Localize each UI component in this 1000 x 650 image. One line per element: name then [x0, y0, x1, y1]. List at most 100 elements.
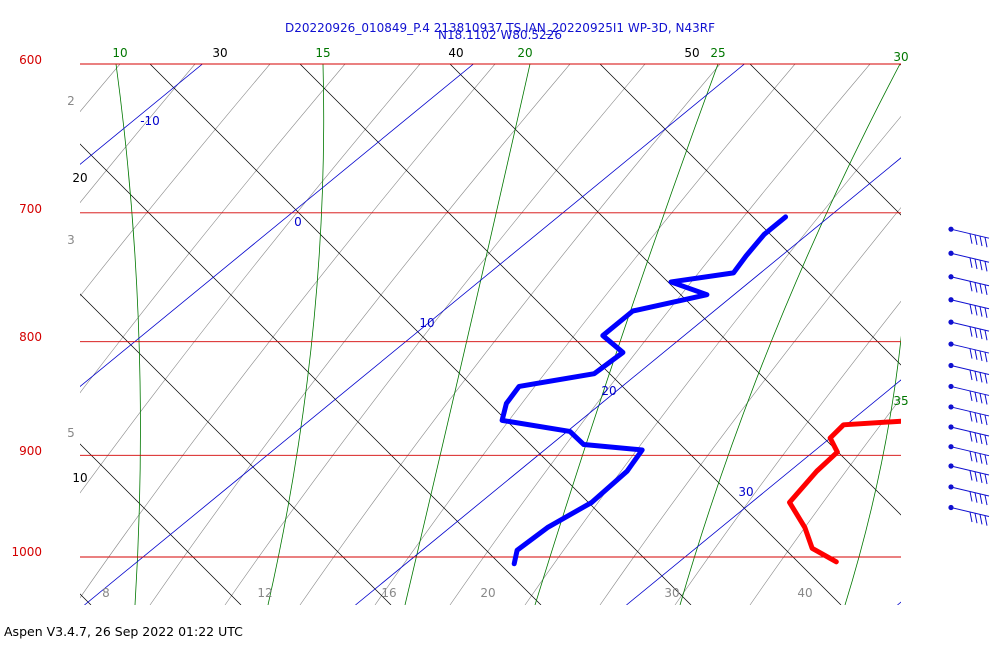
- wind-barb-flag: [984, 435, 988, 446]
- moist-adiabat-line: [149, 64, 571, 605]
- moist-adiabat-label: 3: [67, 233, 75, 247]
- dry-adiabat-label: 40: [448, 46, 463, 60]
- wind-barb-flag: [979, 328, 983, 340]
- wind-barb-flag: [969, 431, 973, 442]
- moist-adiabat-line: [80, 64, 496, 599]
- mixing-ratio-label: 35: [893, 394, 908, 408]
- dry-adiabat-line: [80, 443, 242, 605]
- wind-barb-flag: [974, 432, 978, 443]
- mixing-ratio-label: 30: [893, 50, 908, 64]
- dry-adiabat-line: [80, 293, 392, 605]
- wind-barb-flag: [979, 453, 983, 464]
- isotherm-line: [626, 379, 901, 605]
- wind-barb-flag: [979, 433, 983, 445]
- dry-adiabat-line: [149, 64, 692, 605]
- wind-barb-flag: [969, 390, 973, 402]
- wind-barb-flag: [969, 257, 973, 268]
- temperature-profile: [787, 418, 901, 565]
- moist-adiabat-line: [80, 64, 421, 494]
- isotherm-label: 30: [738, 485, 753, 499]
- wind-barb-flag: [984, 307, 988, 318]
- mixing-ratio-label: 20: [517, 46, 532, 60]
- wind-barb-flag: [974, 282, 978, 293]
- mixing-ratio-label: 15: [315, 46, 330, 60]
- wind-barb-flag: [979, 493, 983, 504]
- wind-barb-flag: [979, 306, 983, 317]
- dewpoint-profile: [499, 214, 789, 567]
- bottom-label: 20: [480, 586, 495, 600]
- dry-adiabat-line: [599, 64, 901, 366]
- footer-version: Aspen V3.4.7, 26 Sep 2022 01:22 UTC: [4, 624, 243, 639]
- moist-adiabat-line: [299, 64, 721, 605]
- bottom-label: 12: [257, 586, 272, 600]
- dry-adiabat-line: [899, 64, 901, 66]
- wind-barb-flag: [979, 235, 983, 247]
- wind-barb-flag: [984, 473, 988, 485]
- wind-barb-flag: [974, 234, 978, 245]
- wind-barb-flag: [974, 371, 978, 382]
- wind-barb-flag: [974, 412, 978, 423]
- moist-adiabat-label: 2: [67, 94, 75, 108]
- wind-barb-flag: [984, 373, 988, 384]
- pressure-label: 900: [19, 444, 42, 458]
- wind-barb-flag: [979, 260, 983, 271]
- isotherm-label: 0: [294, 215, 302, 229]
- dry-adiabat-lines: [80, 64, 901, 605]
- wind-barb-column: [948, 226, 990, 526]
- moist-adiabat-line: [449, 64, 871, 605]
- mixing-ratio-label: 25: [710, 46, 725, 60]
- moist-adiabat-lines: [80, 64, 901, 605]
- moist-adiabat-line: [80, 64, 121, 113]
- wind-barb-flag: [969, 451, 973, 462]
- wind-barb-flag: [984, 494, 988, 506]
- isotherm-line: [355, 157, 901, 605]
- pressure-label: 800: [19, 330, 42, 344]
- moist-adiabat-line: [599, 207, 901, 605]
- sounding-profiles: [499, 214, 901, 567]
- wind-barb-flag: [984, 515, 988, 526]
- wind-barb-flag: [969, 233, 973, 244]
- isotherm-line: [897, 601, 901, 605]
- wind-barb-dot: [948, 250, 954, 256]
- mixing-ratio-line: [679, 64, 901, 605]
- moist-adiabat-line: [674, 300, 901, 605]
- wind-barb-flag: [984, 261, 988, 272]
- dry-adiabat-label: 20: [72, 171, 87, 185]
- moist-adiabat-line: [749, 397, 901, 605]
- chart-title: D20220926_010849_P.4 213810937 TS IAN_20…: [285, 21, 715, 35]
- wind-barb-flag: [984, 454, 988, 465]
- chart-subtitle: N18.1102 W80.5226: [438, 28, 562, 42]
- wind-barb-flag: [974, 452, 978, 463]
- mixing-ratio-line: [115, 64, 141, 605]
- bottom-label: 8: [102, 586, 110, 600]
- wind-barb-flag: [979, 472, 983, 483]
- wind-barb-flag: [969, 348, 973, 359]
- bottom-label: 40: [797, 586, 812, 600]
- wind-barb-flag: [984, 237, 988, 248]
- wind-barb-flag: [974, 471, 978, 482]
- wind-barb-flag: [979, 283, 983, 294]
- wind-barb-flag: [984, 352, 988, 363]
- wind-barb-flag: [969, 411, 973, 422]
- wind-barb-flag: [974, 492, 978, 503]
- dry-adiabat-label: 30: [212, 46, 227, 60]
- pressure-label: 600: [19, 53, 42, 67]
- wind-barb-flag: [974, 513, 978, 524]
- wind-barb-flag: [979, 372, 983, 383]
- moist-adiabat-line: [224, 64, 646, 605]
- wind-barb-flag: [979, 413, 983, 424]
- mixing-ratio-line: [267, 64, 325, 605]
- wind-barb-dot: [948, 226, 954, 232]
- mixing-ratio-label: 10: [112, 46, 127, 60]
- wind-barb-flag: [984, 330, 988, 341]
- isobar-lines: [80, 63, 901, 558]
- dry-adiabat-line: [80, 593, 92, 605]
- isotherm-line: [80, 64, 203, 165]
- pressure-label: 700: [19, 202, 42, 216]
- bottom-label: 16: [381, 586, 396, 600]
- dry-adiabat-line: [299, 64, 842, 605]
- wind-barb-flag: [969, 511, 973, 523]
- moist-adiabat-line: [374, 64, 796, 605]
- dry-adiabat-label: 10: [72, 471, 87, 485]
